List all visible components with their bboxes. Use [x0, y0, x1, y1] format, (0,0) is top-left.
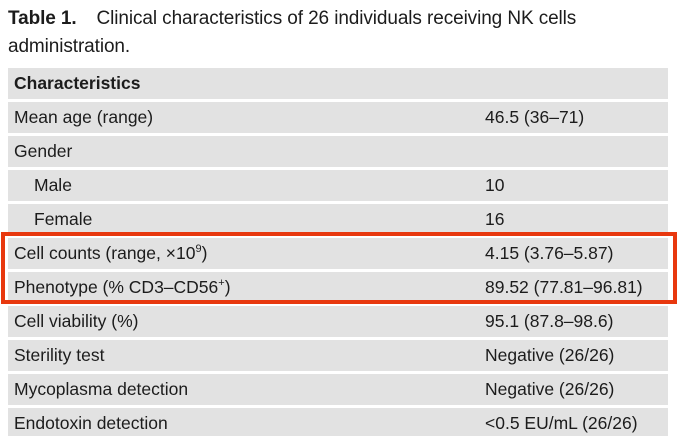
table-row-gender: Gender: [8, 136, 668, 167]
table-caption-number: Table 1.: [8, 8, 77, 29]
row-value: <0.5 EU/mL (26/26): [485, 413, 638, 433]
row-label-superscript: 9: [195, 243, 202, 255]
table-row-endotoxin-detection: Endotoxin detection <0.5 EU/mL (26/26): [8, 408, 668, 436]
row-value: Negative (26/26): [485, 345, 615, 365]
table-row-mycoplasma-detection: Mycoplasma detection Negative (26/26): [8, 374, 668, 405]
row-label: Mycoplasma detection: [14, 379, 189, 399]
row-value: Negative (26/26): [485, 379, 615, 399]
table-row-male: Male 10: [8, 170, 668, 201]
row-value: 10: [485, 175, 505, 195]
row-label-close: ): [224, 277, 231, 297]
row-label: Phenotype (% CD3–CD56+): [14, 277, 231, 298]
row-label: Gender: [14, 141, 73, 161]
table-row-cell-viability: Cell viability (%) 95.1 (87.8–98.6): [8, 306, 668, 337]
table-row-phenotype: Phenotype (% CD3–CD56+) 89.52 (77.81–96.8…: [8, 272, 668, 303]
row-label: Male: [34, 175, 72, 195]
row-label-superscript: +: [218, 277, 225, 289]
row-value: 46.5 (36–71): [485, 107, 585, 127]
table-row-cell-counts: Cell counts (range, ×109) 4.15 (3.76–5.87…: [8, 238, 668, 269]
row-label-main: Cell counts (range, ×10: [14, 243, 196, 263]
row-label: Female: [34, 209, 93, 229]
table-caption-text: Clinical characteristics of 26 individua…: [8, 8, 577, 57]
table-row-female: Female 16: [8, 204, 668, 235]
table-row-sterility-test: Sterility test Negative (26/26): [8, 340, 668, 371]
table-caption: Table 1. Clinical characteristics of 26 i…: [8, 5, 638, 61]
row-label: Sterility test: [14, 345, 105, 365]
row-label: Mean age (range): [14, 107, 154, 127]
row-label: Endotoxin detection: [14, 413, 168, 433]
row-label-close: ): [201, 243, 208, 263]
row-value: 16: [485, 209, 505, 229]
row-value: 95.1 (87.8–98.6): [485, 311, 614, 331]
row-label-main: Phenotype (% CD3–CD56: [14, 277, 219, 297]
clinical-characteristics-table: Characteristics Mean age (range) 46.5 (36…: [8, 68, 668, 436]
row-label: Cell viability (%): [14, 311, 139, 331]
row-value: 4.15 (3.76–5.87): [485, 243, 614, 263]
header-label: Characteristics: [14, 73, 141, 93]
table-row-mean-age: Mean age (range) 46.5 (36–71): [8, 102, 668, 133]
table-header-row: Characteristics: [8, 68, 668, 99]
row-value: 89.52 (77.81–96.81): [485, 277, 643, 297]
row-label: Cell counts (range, ×109): [14, 243, 207, 264]
